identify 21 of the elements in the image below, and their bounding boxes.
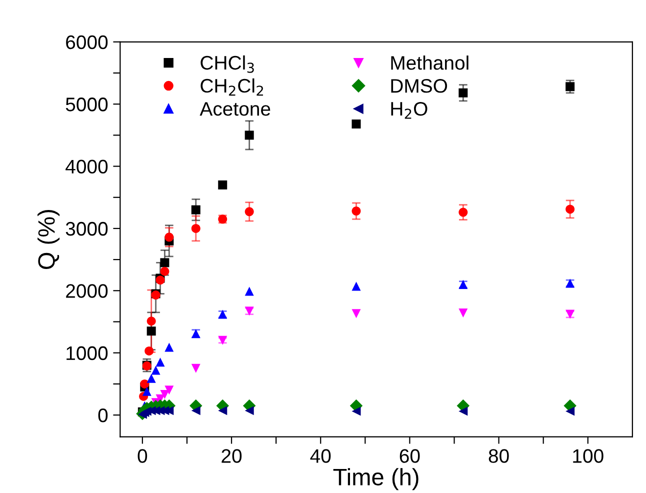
- x-tick-label: 80: [488, 449, 509, 463]
- y-tick-label: 6000: [66, 35, 108, 50]
- y-tick-label: 2000: [66, 284, 108, 298]
- y-tick-label: 5000: [66, 98, 108, 112]
- x-tick-label: 100: [573, 449, 604, 463]
- x-tick-label: 40: [310, 449, 331, 463]
- x-tick-label: 0: [138, 449, 148, 463]
- y-tick-label: 4000: [66, 160, 108, 174]
- x-axis-title: Time (h): [333, 468, 418, 490]
- legend-label: Methanol: [391, 56, 468, 70]
- x-tick-label: 60: [400, 449, 420, 463]
- legend-label: CH$_{2}$Cl$_{2}$: [200, 78, 263, 96]
- y-tick-label: 1000: [66, 346, 108, 360]
- x-tick-label: 20: [222, 449, 242, 463]
- legend-label: DMSO: [391, 79, 448, 93]
- legend-label: Acetone: [200, 102, 270, 116]
- y-tick-label: 3000: [66, 222, 108, 236]
- y-axis-title: Q (%): [38, 210, 60, 270]
- y-tick-label: 0: [98, 408, 108, 422]
- legend-label: H$_{2}$O: [391, 102, 428, 119]
- legend-label: CHCl$_{3}$: [200, 55, 254, 73]
